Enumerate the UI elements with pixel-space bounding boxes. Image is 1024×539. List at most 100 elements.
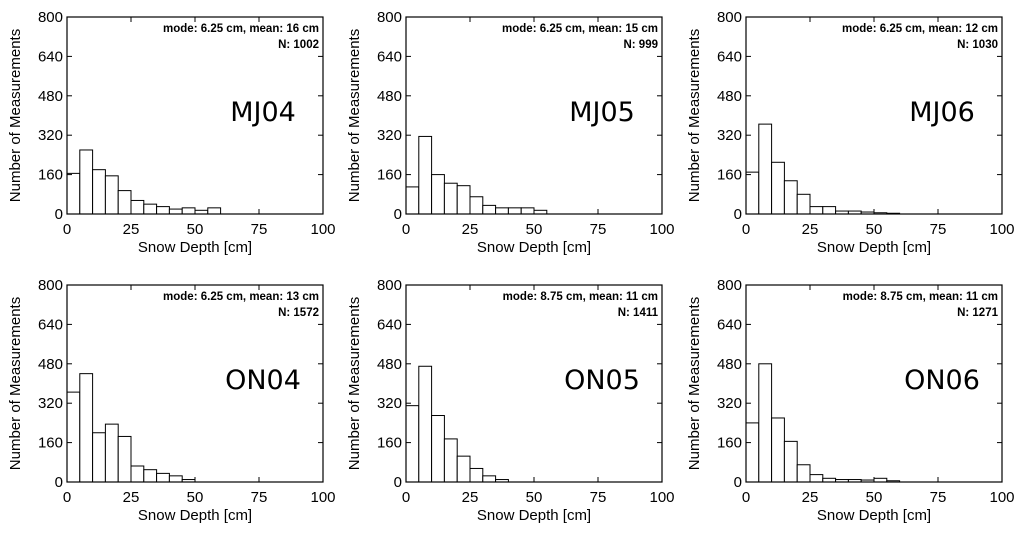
y-axis-title: Number of Measurements: [7, 29, 24, 202]
y-tick-label: 320: [717, 127, 742, 144]
x-tick-label: 100: [989, 489, 1014, 506]
histogram-bar: [66, 172, 81, 215]
histogram-bar: [443, 438, 458, 483]
y-axis-title: Number of Measurements: [686, 29, 703, 202]
panel-name: ON05: [564, 365, 640, 396]
sample-count-annotation: N: 1411: [618, 307, 659, 319]
histogram-bar: [405, 186, 420, 215]
panel-name: ON06: [904, 365, 980, 396]
y-tick-label: 0: [734, 474, 742, 491]
y-tick-label: 0: [55, 474, 63, 491]
histogram-bar: [66, 391, 81, 483]
histogram-bar: [745, 171, 760, 215]
histogram-bar: [783, 180, 798, 215]
x-tick-label: 0: [63, 221, 71, 238]
y-tick-label: 800: [717, 9, 742, 26]
histogram-bar: [456, 455, 471, 483]
histogram-bar: [143, 469, 158, 483]
x-tick-label: 25: [462, 489, 479, 506]
y-tick-label: 640: [377, 316, 402, 333]
y-tick-label: 800: [377, 9, 402, 26]
panel-name: MJ04: [230, 97, 296, 128]
y-tick-label: 160: [717, 167, 742, 184]
stats-annotation: mode: 6.25 cm, mean: 13 cm: [163, 291, 319, 303]
x-tick-label: 0: [63, 489, 71, 506]
y-tick-label: 640: [38, 48, 63, 65]
histogram-panel-on04: 0 160 320 480 640 800 0 25 50 75 100 Snow Depth [cm…: [7, 277, 336, 524]
x-tick-label: 50: [187, 221, 204, 238]
y-tick-label: 160: [38, 167, 63, 184]
x-tick-label: 100: [989, 221, 1014, 238]
histogram-bar: [758, 123, 773, 215]
y-tick-label: 800: [38, 277, 63, 294]
histogram-bar: [156, 472, 170, 483]
histogram-bar: [79, 149, 94, 215]
y-tick-label: 640: [717, 316, 742, 333]
histogram-panel-mj05: 0 160 320 480 640 800 0 25 50 75 100 Snow Depth [cm…: [346, 9, 675, 256]
histogram-panel-mj06: 0 160 320 480 640 800 0 25 50 75 100 Snow Depth [cm…: [686, 9, 1015, 256]
y-tick-label: 0: [394, 474, 402, 491]
histogram-bar: [771, 161, 785, 215]
histogram-bar: [520, 207, 535, 215]
histogram-panel-on06: 0 160 320 480 640 800 0 25 50 75 100 Snow Depth [cm…: [686, 277, 1015, 524]
histogram-bar: [469, 196, 484, 215]
x-axis-title: Snow Depth [cm]: [817, 239, 931, 256]
x-axis-title: Snow Depth [cm]: [138, 507, 252, 524]
histogram-bar: [79, 373, 94, 483]
x-axis-title: Snow Depth [cm]: [138, 239, 252, 256]
y-tick-label: 320: [377, 127, 402, 144]
y-tick-label: 800: [38, 9, 63, 26]
x-tick-label: 50: [526, 221, 543, 238]
histogram-bar: [443, 182, 458, 215]
x-tick-label: 0: [402, 221, 410, 238]
x-tick-label: 50: [866, 489, 883, 506]
histogram-bar: [469, 467, 484, 483]
x-tick-label: 25: [123, 221, 140, 238]
x-tick-label: 75: [590, 489, 607, 506]
histogram-bar: [92, 169, 106, 215]
stats-annotation: mode: 8.75 cm, mean: 11 cm: [503, 291, 658, 303]
y-tick-label: 320: [38, 395, 63, 412]
x-tick-label: 0: [742, 221, 750, 238]
y-tick-label: 480: [377, 356, 402, 373]
x-tick-label: 75: [251, 221, 268, 238]
x-tick-label: 75: [251, 489, 268, 506]
x-tick-label: 25: [802, 221, 819, 238]
y-tick-label: 0: [55, 206, 63, 223]
x-tick-label: 25: [123, 489, 140, 506]
x-tick-label: 100: [649, 221, 674, 238]
sample-count-annotation: N: 1271: [957, 307, 999, 319]
histogram-bar: [181, 207, 196, 215]
histogram-bar: [168, 208, 183, 215]
x-tick-label: 100: [649, 489, 674, 506]
histogram-bar: [809, 206, 824, 215]
panel-name: ON04: [225, 365, 301, 396]
histogram-bar: [482, 475, 497, 483]
y-tick-label: 800: [717, 277, 742, 294]
x-axis-title: Snow Depth [cm]: [817, 507, 931, 524]
histogram-bar: [418, 365, 433, 483]
y-tick-label: 320: [38, 127, 63, 144]
x-tick-label: 50: [866, 221, 883, 238]
x-tick-label: 100: [310, 221, 335, 238]
y-axis-title: Number of Measurements: [346, 29, 363, 202]
x-tick-label: 50: [187, 489, 204, 506]
histogram-bar: [104, 423, 119, 483]
stats-annotation: mode: 6.25 cm, mean: 16 cm: [163, 23, 319, 35]
y-tick-label: 800: [377, 277, 402, 294]
x-tick-label: 75: [590, 221, 607, 238]
histogram-panel-mj04: 0 160 320 480 640 800 0 25 50 75 100 Snow Depth [cm…: [7, 9, 336, 256]
histogram-bar: [809, 474, 824, 483]
histogram-bar: [431, 174, 445, 215]
stats-annotation: mode: 6.25 cm, mean: 12 cm: [842, 23, 998, 35]
histogram-panel-on05: 0 160 320 480 640 800 0 25 50 75 100 Snow Depth [cm…: [346, 277, 675, 524]
histogram-bar: [130, 199, 145, 215]
y-tick-label: 480: [38, 88, 63, 105]
y-tick-label: 640: [717, 48, 742, 65]
sample-count-annotation: N: 1030: [957, 39, 998, 51]
sample-count-annotation: N: 999: [623, 39, 658, 51]
histogram-bar: [758, 363, 773, 483]
histogram-bar: [168, 475, 183, 483]
panel-name: MJ06: [909, 97, 975, 128]
